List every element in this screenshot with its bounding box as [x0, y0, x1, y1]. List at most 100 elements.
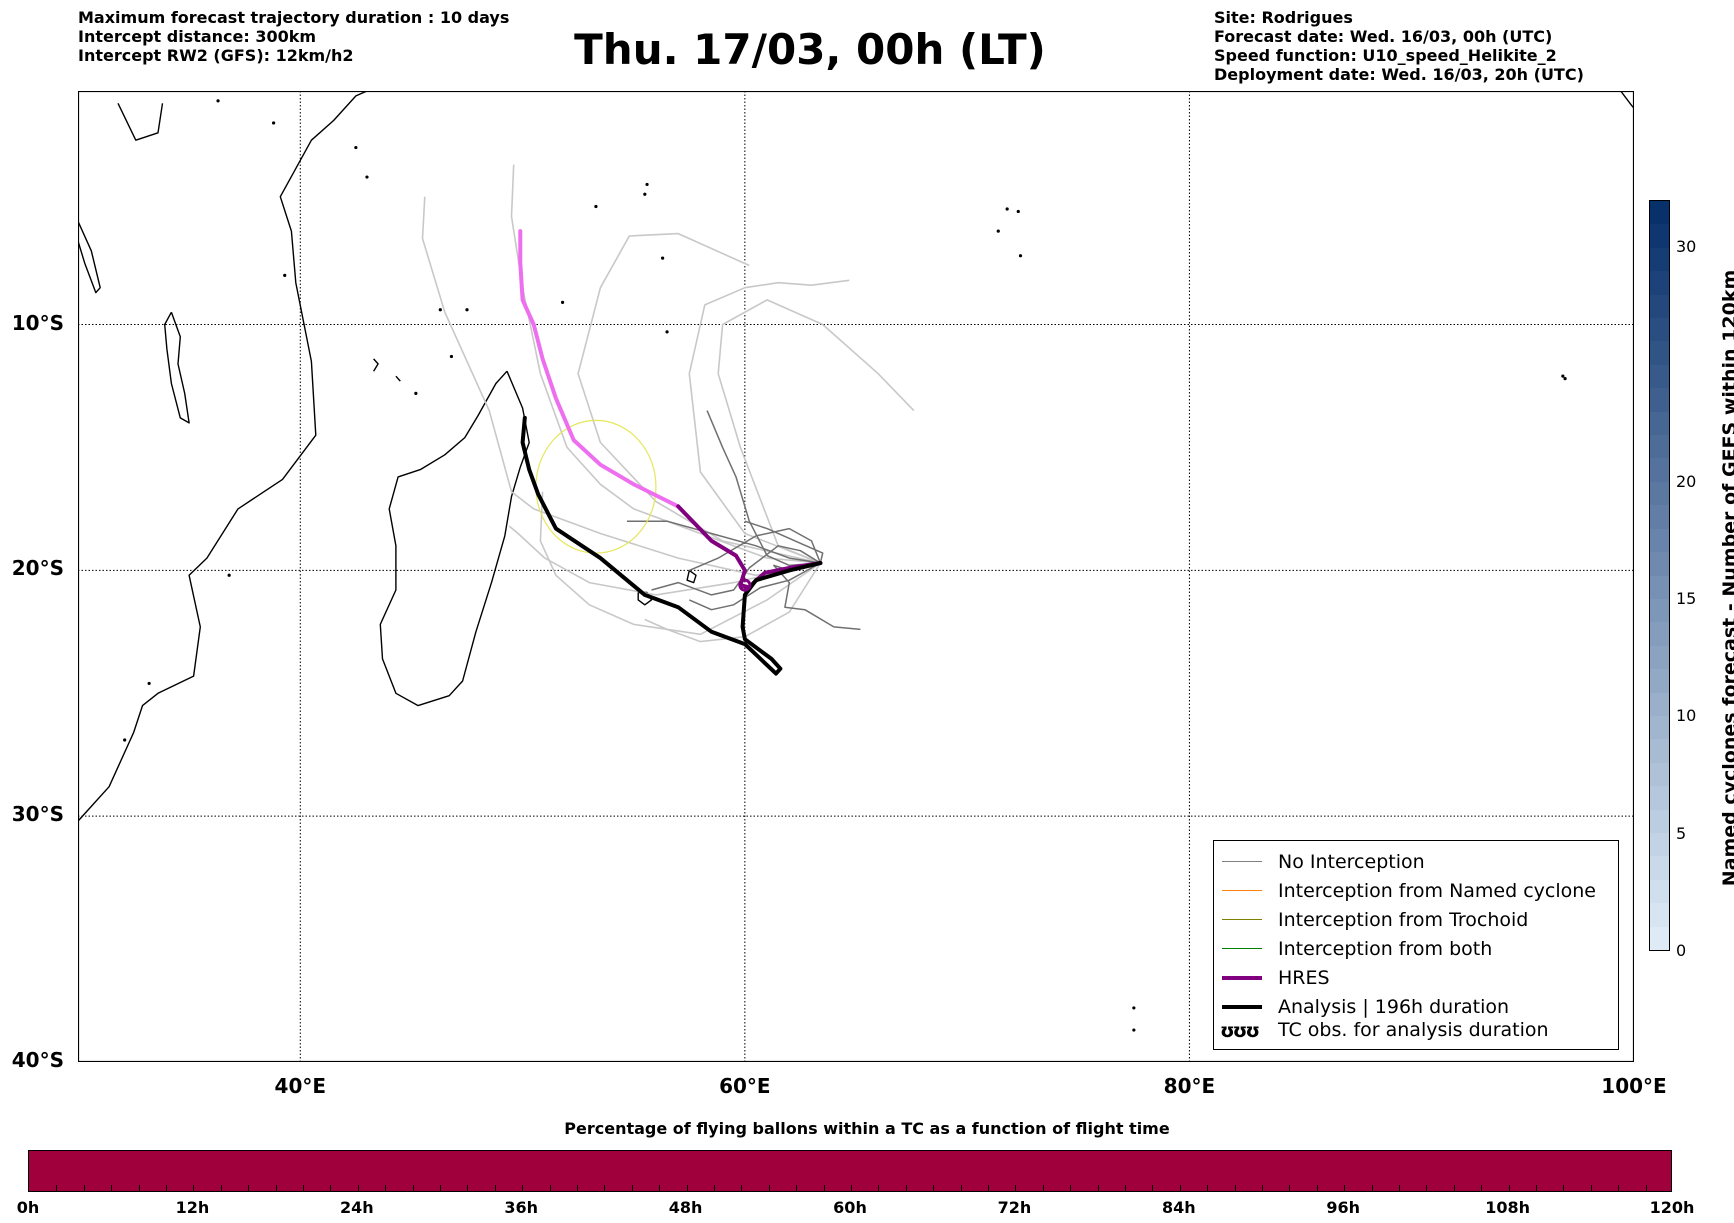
bar-tick	[1234, 1185, 1236, 1191]
colorbar-tick-label: 5	[1676, 823, 1687, 843]
colorbar-tick-label: 15	[1676, 588, 1697, 608]
gefs-light-track	[644, 562, 822, 643]
bar-tick	[494, 1185, 496, 1191]
bar-tick	[1015, 1185, 1017, 1191]
island-dot	[665, 330, 669, 334]
colorbar-segment	[1650, 411, 1669, 436]
colorbar-segment	[1650, 294, 1669, 319]
legend-swatch	[1220, 881, 1264, 901]
tc-obs-symbol-icon: ʊʊʊ	[1220, 1019, 1260, 1042]
island-dot	[1005, 207, 1009, 211]
lon-label: 60°E	[719, 1074, 771, 1098]
lon-label: 100°E	[1601, 1074, 1667, 1098]
time-label: 60h	[833, 1198, 867, 1217]
bar-tick	[1453, 1185, 1455, 1191]
colorbar-segment	[1650, 504, 1669, 529]
bar-tick	[905, 1185, 907, 1191]
bar-tick	[357, 1185, 359, 1191]
colorbar-segment	[1650, 575, 1669, 599]
bar-tick	[166, 1185, 167, 1191]
island-dot	[354, 145, 358, 150]
bar-tick	[741, 1185, 743, 1191]
bar-tick	[1262, 1185, 1263, 1191]
bar-tick	[851, 1185, 852, 1191]
colorbar-segment	[1650, 668, 1669, 693]
lat-label: 30°S	[11, 802, 64, 827]
forecast-parameters: Maximum forecast trajectory duration : 1…	[78, 8, 509, 65]
bar-tick	[522, 1185, 524, 1191]
named-cyclones-colorbar	[1649, 200, 1670, 951]
colorbar-tick-label: 20	[1676, 471, 1697, 491]
bar-tick	[83, 1185, 85, 1191]
lon-label: 80°E	[1163, 1074, 1216, 1098]
map-legend: No Interception Interception from Named c…	[1213, 840, 1619, 1050]
bar-tick	[604, 1185, 606, 1191]
lat-label: 10°S	[11, 310, 64, 335]
lat-label: 40°S	[11, 1048, 64, 1072]
legend-label: Analysis | 196h duration	[1278, 995, 1510, 1018]
colorbar-segment	[1650, 738, 1669, 763]
colorbar-tick-label: 0	[1676, 941, 1687, 960]
gefs-no-interception-track	[688, 562, 821, 611]
island-dot	[594, 204, 598, 209]
island-dot	[216, 99, 220, 103]
bar-tick	[714, 1185, 715, 1191]
island-dot	[645, 182, 649, 187]
time-label: 0h	[16, 1198, 40, 1217]
bar-tick	[111, 1185, 113, 1191]
colorbar-segment	[1650, 340, 1669, 365]
time-label: 84h	[1161, 1198, 1196, 1217]
bar-tick	[796, 1185, 798, 1191]
colorbar-segment	[1650, 762, 1669, 787]
time-label: 12h	[175, 1198, 210, 1217]
colorbar-segment	[1650, 481, 1669, 506]
island-dot	[147, 681, 151, 686]
bar-tick	[1563, 1185, 1565, 1191]
colorbar-segment	[1650, 832, 1669, 857]
bar-tick	[933, 1185, 935, 1191]
island-dot	[1563, 377, 1567, 381]
bar-tick	[1316, 1185, 1318, 1191]
bar-tick	[1179, 1185, 1181, 1191]
site-parameters: Site: Rodrigues Forecast date: Wed. 16/0…	[1214, 8, 1584, 84]
bar-tick	[330, 1185, 332, 1191]
bar-tick	[1371, 1185, 1373, 1191]
bar-tick	[631, 1185, 633, 1191]
bar-tick	[1070, 1185, 1072, 1191]
bar-tick	[193, 1185, 195, 1191]
colorbar-segment	[1650, 247, 1669, 272]
legend-item-hres: HRES	[1220, 963, 1330, 992]
island-dot	[272, 121, 276, 125]
coastline-mauritius	[686, 569, 697, 584]
deployment-date-text: Deployment date: Wed. 16/03, 20h (UTC)	[1214, 65, 1584, 84]
bar-tick	[440, 1185, 441, 1191]
coastline-lake-victoria-shore	[117, 102, 164, 141]
island-dot	[1132, 1028, 1136, 1032]
gefs-light-tracks	[421, 164, 915, 643]
bar-tick	[1289, 1185, 1291, 1191]
coastline-lake-tanganyika	[78, 221, 101, 294]
bar-tick	[1618, 1185, 1620, 1191]
coastline-africa-east-coast	[78, 91, 368, 822]
colorbar-segment	[1650, 457, 1669, 482]
island-dot	[996, 229, 1000, 233]
bar-tick	[878, 1185, 880, 1191]
forecast-date-text: Forecast date: Wed. 16/03, 00h (UTC)	[1214, 27, 1553, 46]
colorbar-segment	[1650, 270, 1669, 295]
legend-swatch	[1220, 968, 1264, 988]
max-duration-text: Maximum forecast trajectory duration : 1…	[78, 8, 510, 27]
hres-track-early	[676, 504, 823, 590]
gefs-no-interception-track	[744, 520, 824, 564]
bar-tick	[220, 1185, 222, 1191]
island-dot	[365, 175, 369, 179]
analysis-track-line	[520, 415, 823, 676]
legend-item-analysis: Analysis | 196h duration	[1220, 992, 1509, 1021]
time-label: 108h	[1485, 1198, 1530, 1217]
bar-tick	[1508, 1185, 1510, 1191]
bar-tick	[1481, 1185, 1483, 1191]
colorbar-segment	[1650, 364, 1669, 389]
colorbar-segment	[1650, 387, 1669, 412]
time-label: 72h	[997, 1198, 1032, 1217]
legend-item-no_interception: No Interception	[1220, 847, 1425, 876]
map-frame	[78, 91, 1634, 1062]
